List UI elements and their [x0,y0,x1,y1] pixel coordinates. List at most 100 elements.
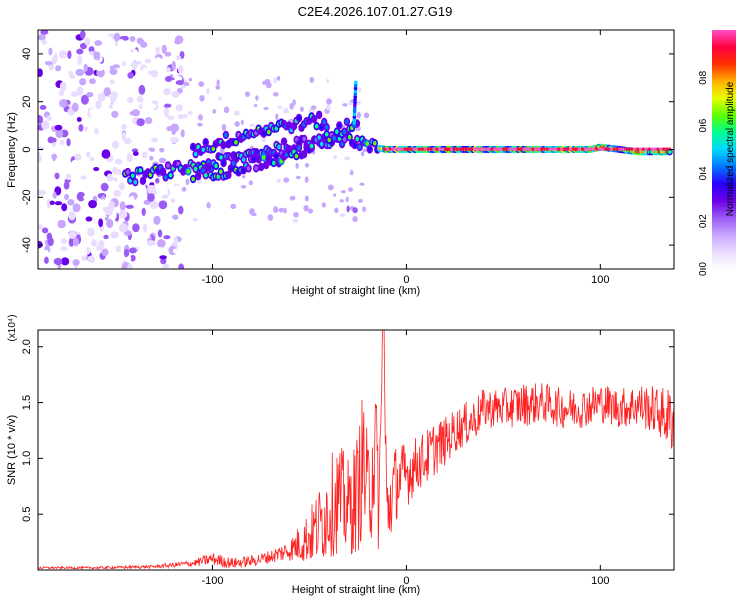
spectrogram-noise-blob [148,70,153,75]
spectrogram-noise-blob [153,215,161,225]
spectrogram-noise-blob [39,105,47,110]
spectrogram-carrier-point [229,166,233,171]
spectrogram-carrier-core [557,147,561,151]
spectrogram-noise-blob [69,60,74,71]
spectrogram-noise-blob [198,114,203,121]
spectrogram-noise-blob [119,201,126,211]
spectrogram-carrier-point [365,141,370,146]
spectrogram-noise-blob [180,129,185,138]
spectrogram-carrier-core [508,147,511,151]
spectrogram-noise-blob [283,107,290,114]
spectrogram-noise-blob [277,105,283,110]
spectrogram-carrier-point [191,176,195,182]
spectrogram-noise-blob [123,248,130,258]
spectrogram-noise-blob [153,181,161,187]
spectrogram-carrier-point [297,115,301,121]
spectrogram-noise-blob [44,61,53,66]
spectrogram-noise-blob [59,140,65,145]
spectrogram-noise-blob [40,47,46,53]
spectrogram-noise-blob [89,78,96,85]
spectrogram-noise-blob [131,61,138,69]
spectrogram-carrier-core [563,147,567,151]
spectrogram-carrier-point [357,144,362,150]
spectrogram-noise-blob [86,176,93,182]
spectrogram-noise-blob [94,40,103,46]
spectrogram-panel: -100 0 100 -40 -20 0 20 40 Height of straight l… [6,29,675,297]
spectrogram-x-axis-label: Height of straight line (km) [292,285,420,297]
spectrogram-carrier-core [458,147,462,151]
spectrogram-carrier-core [595,147,599,151]
spectrogram-noise-blob [295,175,301,180]
spectrogram-noise-blob [105,66,111,73]
spectrogram-noise-blob [240,185,247,189]
spectrogram-carrier-point [324,125,329,130]
spectrogram-noise-blob [133,240,141,248]
spectrogram-carrier-core [403,147,407,151]
spectrogram-noise-blob [87,255,96,264]
spectrogram-noise-blob [275,113,279,120]
spectrogram-noise-blob [90,239,98,247]
spectrogram-carrier-core [531,147,535,151]
spectrogram-noise-blob [352,216,358,223]
spectrogram-noise-blob [58,89,65,96]
spectrogram-carrier-core [615,147,619,151]
spectrogram-carrier-point [266,129,271,135]
spectrogram-carrier-point [319,141,324,147]
spectrogram-carrier-core [566,147,569,151]
spectrogram-noise-blob [38,34,46,41]
spectrogram-noise-blob [150,200,159,209]
spectrogram-noise-blob [97,208,104,214]
snr-y-multiplier: (x10⁴) [7,314,18,341]
spectrogram-noise-blob [53,257,63,266]
spectrogram-noise-blob [162,263,170,269]
spectrogram-noise-blob [197,122,203,127]
spectrogram-noise-blob [139,41,148,48]
spectrogram-noise-blob [346,205,350,213]
spectrogram-noise-blob [362,206,366,212]
spectrogram-noise-blob [68,71,73,77]
spectrogram-carrier-point [353,94,358,99]
spectrogram-carrier-core [633,147,636,151]
spectrogram-carrier-point [302,151,306,157]
spectrogram-carrier-point [261,155,266,160]
spectrogram-noise-blob [68,230,77,239]
spectrogram-noise-blob [293,212,299,218]
spectrogram-noise-blob [87,227,95,237]
spectrogram-carrier-point [302,136,307,142]
spectrogram-noise-blob [347,187,353,192]
spectrogram-carrier-core [476,147,479,151]
spectrogram-carrier-point [353,92,358,97]
spectrogram-noise-blob [172,214,179,220]
spectrogram-noise-blob [79,30,86,40]
spectrogram-noise-blob [163,186,168,197]
spectrogram-noise-blob [198,81,205,87]
spectrogram-noise-blob [118,223,128,233]
colorbar-tick-label: 0.6 [698,118,709,132]
spectrogram-noise-blob [126,49,132,56]
spectrogram-noise-blob [88,46,95,53]
spectrogram-noise-blob [253,103,258,108]
spectrogram-noise-blob [289,102,294,110]
spectrogram-noise-blob [321,202,326,208]
spectrogram-carrier-core [386,147,389,151]
spectrogram-noise-blob [135,186,144,194]
spectrogram-carrier-core [665,147,668,151]
spectrogram-carrier-core [432,147,436,151]
spectrogram-noise-blob [199,94,205,102]
spectrogram-marks [38,30,673,269]
spectrogram-carrier-core [642,147,645,151]
spectrogram-carrier-point [261,131,266,137]
chart-title: C2E4.2026.107.01.27.G19 [298,4,453,19]
spectrogram-noise-blob [52,153,57,162]
spectrogram-noise-blob [71,102,79,112]
spectrogram-noise-blob [77,55,83,66]
spectrogram-carrier-core [438,147,442,151]
spectrogram-carrier-point [133,179,138,185]
spectrogram-noise-blob [192,217,198,222]
spectrogram-noise-blob [126,153,133,163]
spectrogram-carrier-point [138,168,143,173]
spectrogram-carrier-core [659,147,663,151]
spectrogram-noise-blob [76,48,84,55]
spectrogram-carrier-core [423,147,427,151]
spectrogram-noise-blob [60,238,67,245]
